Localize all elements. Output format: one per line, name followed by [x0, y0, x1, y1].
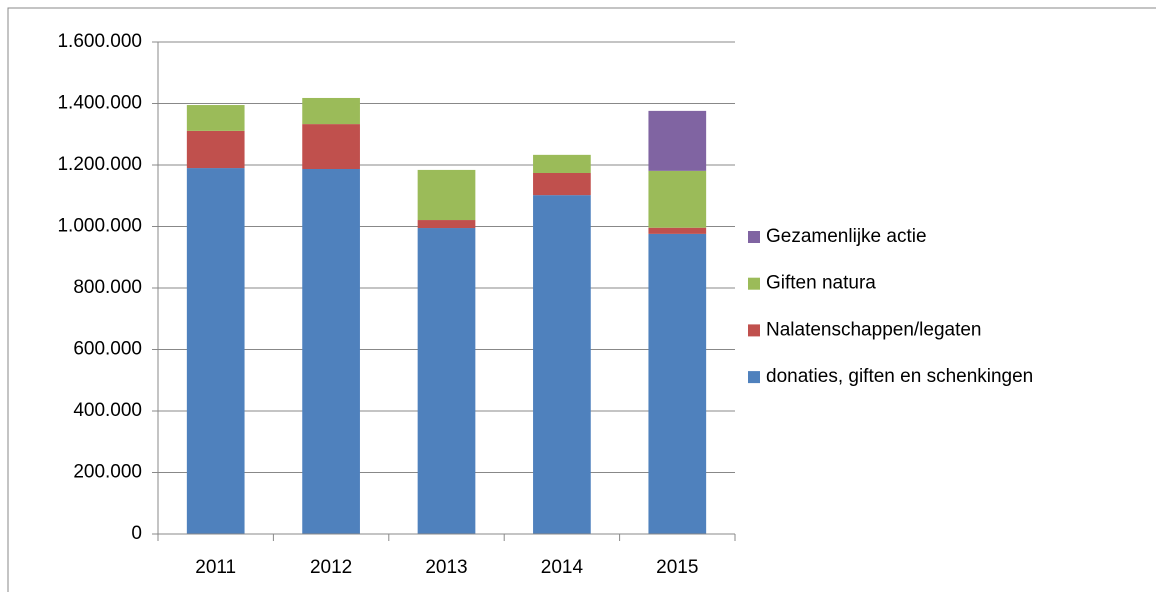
y-tick-label: 400.000: [73, 400, 142, 421]
chart-frame: [7, 7, 1156, 592]
bar-segment: [417, 220, 476, 229]
y-tick-label: 200.000: [73, 462, 142, 483]
y-tick-label: 1.200.000: [57, 154, 142, 175]
legend-label: Giften natura: [766, 273, 876, 294]
bar-segment: [186, 168, 245, 534]
bar-segment: [533, 154, 591, 173]
bar-segment: [186, 130, 245, 169]
y-tick-label: 1.000.000: [57, 216, 142, 237]
bar-segment: [648, 233, 707, 534]
legend-swatch: [748, 277, 760, 290]
legend-swatch: [748, 324, 760, 337]
y-tick-label: 0: [131, 523, 142, 544]
bar-segment: [186, 105, 245, 131]
bar-segment: [648, 227, 707, 234]
y-tick-label: 1.600.000: [57, 31, 142, 52]
bar-segment: [417, 169, 476, 221]
legend-label: donaties, giften en schenkingen: [766, 366, 1033, 387]
legend-swatch: [748, 371, 760, 384]
bar-segment: [648, 110, 707, 171]
y-tick-label: 600.000: [73, 339, 142, 360]
x-tick-label: 2015: [656, 557, 698, 578]
bar-segment: [302, 124, 360, 169]
bar-segment: [533, 195, 591, 534]
bar-segment: [302, 168, 360, 534]
x-tick-label: 2014: [541, 557, 584, 578]
x-tick-label: 2011: [195, 557, 236, 578]
x-tick-label: 2012: [310, 557, 352, 578]
legend-swatch: [748, 231, 760, 243]
bar-segment: [302, 97, 360, 125]
legend-label: Gezamenlijke actie: [766, 226, 927, 247]
y-tick-label: 1.400.000: [57, 93, 142, 114]
bar-segment: [533, 172, 591, 196]
x-tick-label: 2013: [425, 557, 467, 578]
legend-label: Nalatenschappen/legaten: [766, 319, 982, 340]
bar-segment: [417, 228, 476, 534]
y-tick-label: 800.000: [73, 277, 142, 298]
bar-segment: [648, 170, 707, 228]
